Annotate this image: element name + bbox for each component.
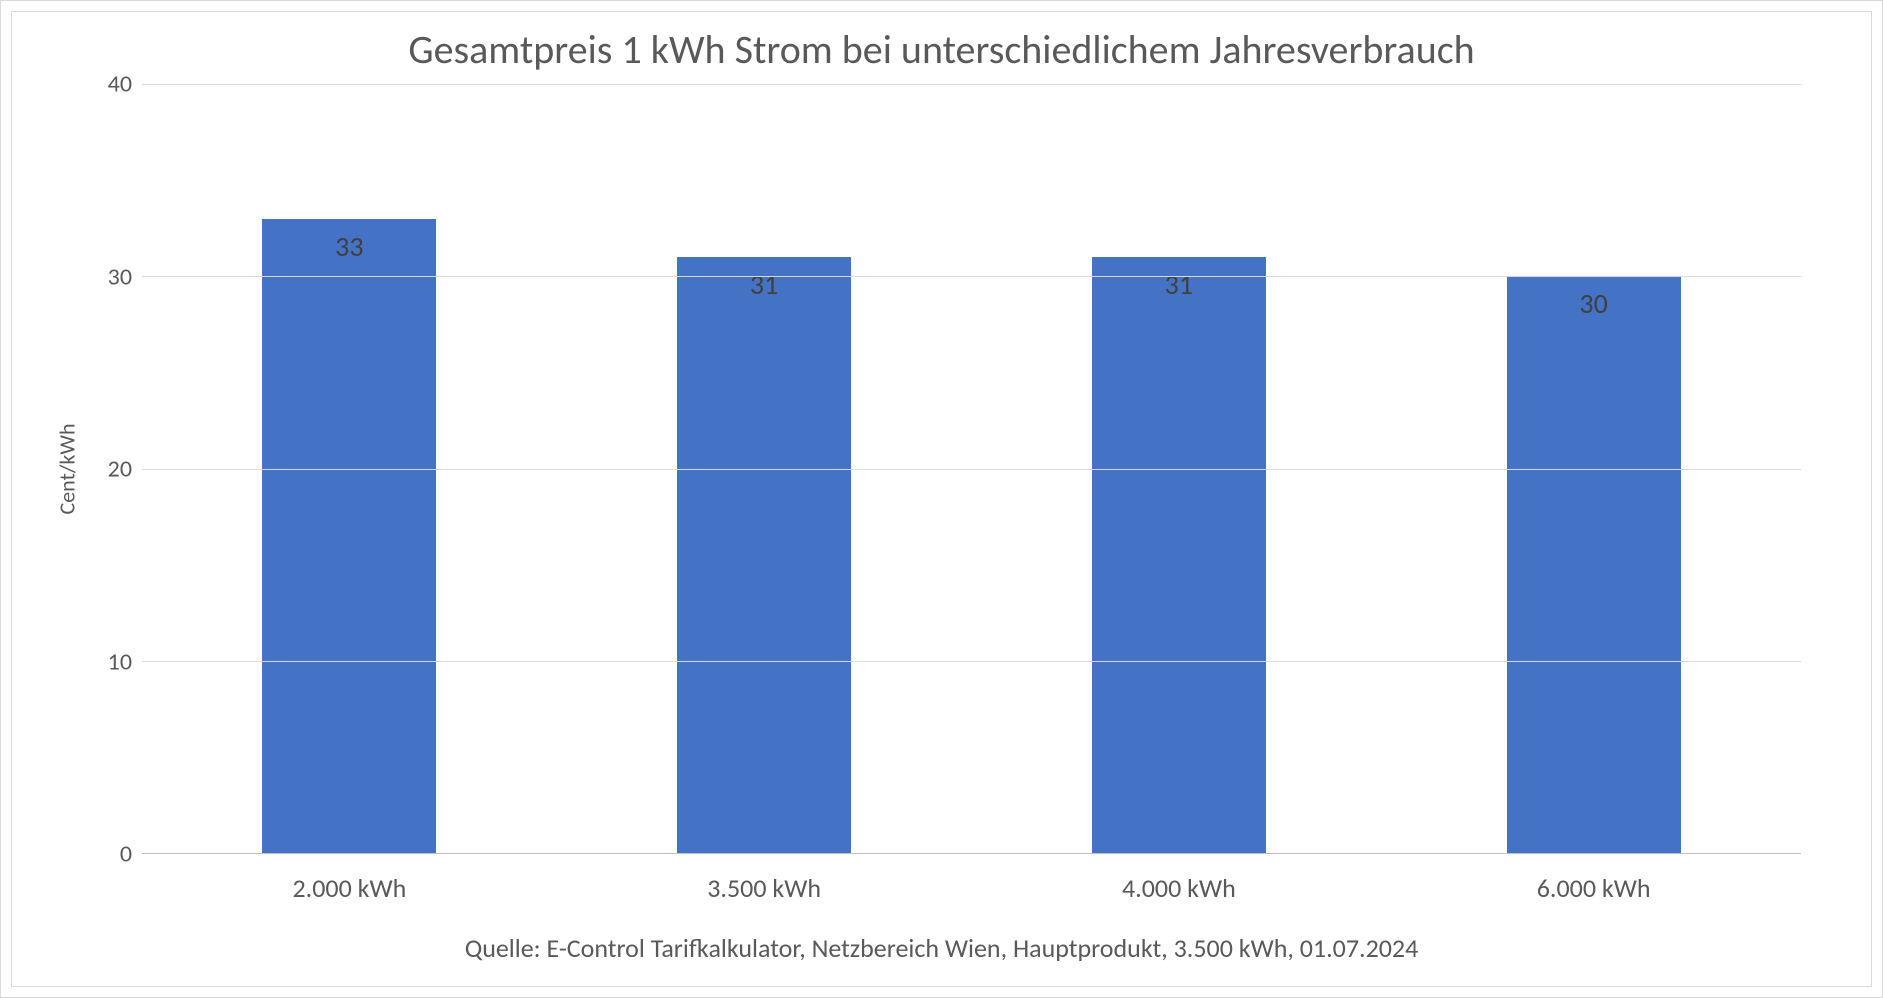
x-axis-labels: 2.000 kWh3.500 kWh4.000 kWh6.000 kWh: [142, 872, 1801, 904]
chart-container: Gesamtpreis 1 kWh Strom bei unterschiedl…: [0, 0, 1883, 998]
y-tick-label: 30: [108, 262, 132, 291]
y-tick-label: 40: [108, 70, 132, 99]
plot-area: 33 31 31 30: [142, 84, 1801, 854]
bar-value-label: 31: [1165, 267, 1193, 302]
bar: 30: [1507, 276, 1681, 853]
y-tick-label: 20: [108, 455, 132, 484]
plot-row: Cent/kWh 010203040 33313130: [12, 84, 1871, 854]
x-axis-row: 2.000 kWh3.500 kWh4.000 kWh6.000 kWh: [12, 872, 1871, 904]
chart-panel: Gesamtpreis 1 kWh Strom bei unterschiedl…: [11, 11, 1872, 987]
bar-value-label: 30: [1579, 286, 1607, 321]
bar-value-label: 31: [750, 267, 778, 302]
x-axis-label: 2.000 kWh: [142, 872, 557, 904]
gridline: [142, 661, 1801, 662]
x-axis-label: 3.500 kWh: [557, 872, 972, 904]
y-axis-label: Cent/kWh: [54, 423, 81, 514]
y-tick-label: 0: [120, 840, 132, 869]
bar: 31: [1092, 257, 1266, 853]
x-axis-label: 4.000 kWh: [972, 872, 1387, 904]
bar-value-label: 33: [335, 229, 363, 264]
gridline: [142, 276, 1801, 277]
y-axis-label-wrap: Cent/kWh: [52, 84, 82, 854]
bar: 33: [262, 219, 436, 853]
y-axis-ticks: 010203040: [82, 84, 142, 854]
y-tick-label: 10: [108, 647, 132, 676]
chart-title: Gesamtpreis 1 kWh Strom bei unterschiedl…: [408, 26, 1474, 74]
gridline: [142, 469, 1801, 470]
gridline: [142, 84, 1801, 85]
x-axis-label: 6.000 kWh: [1386, 872, 1801, 904]
bar: 31: [677, 257, 851, 853]
source-text: Quelle: E-Control Tarifkalkulator, Netzb…: [465, 932, 1419, 964]
